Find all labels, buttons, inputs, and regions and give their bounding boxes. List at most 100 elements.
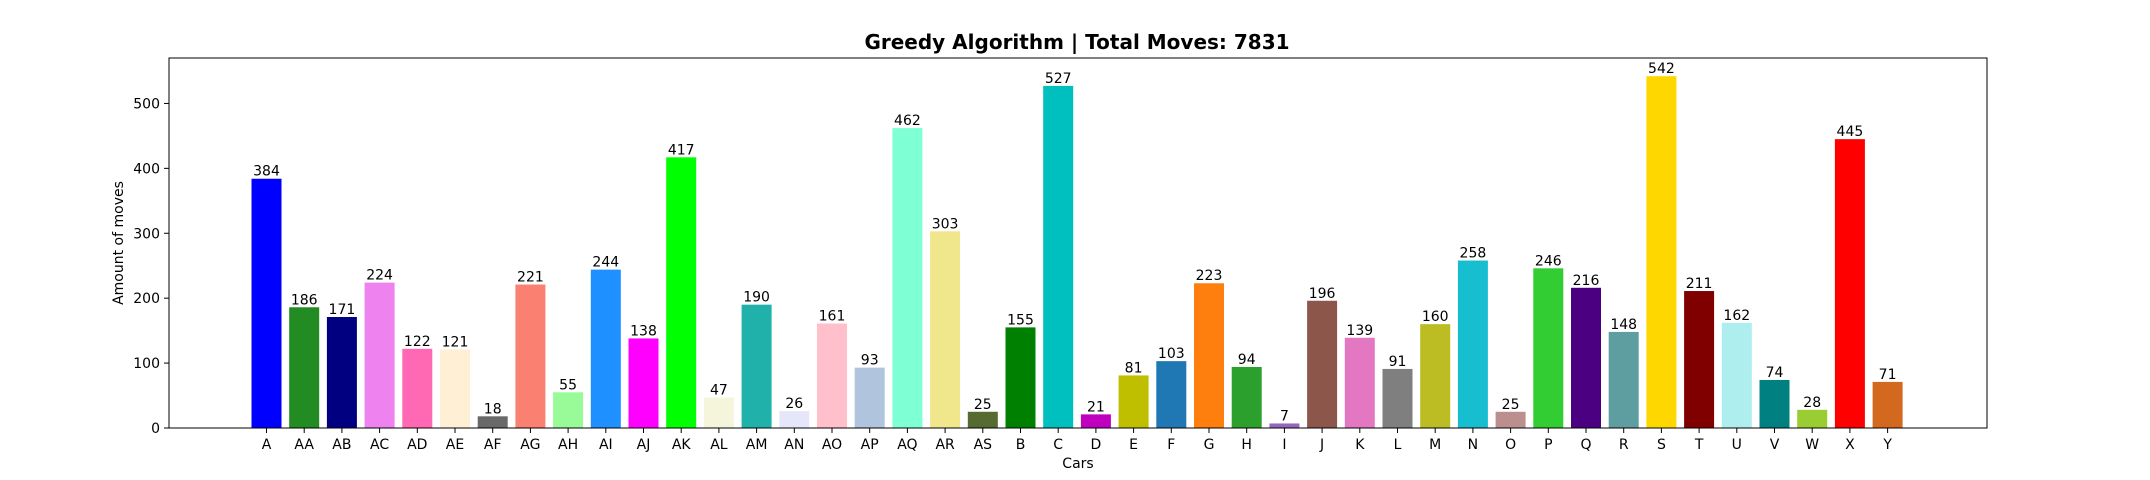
x-tick-label: AR <box>935 437 955 453</box>
x-tick-label: AN <box>784 437 804 453</box>
bar-v <box>1759 379 1790 428</box>
bar-w <box>1797 409 1828 428</box>
x-tick-label: T <box>1694 437 1704 453</box>
x-tick-label: V <box>1770 437 1780 453</box>
bar-value-label: 417 <box>668 142 695 158</box>
x-tick-label: AE <box>446 437 464 453</box>
bar-n <box>1457 260 1488 428</box>
bar-l <box>1382 368 1413 428</box>
x-tick-label: I <box>1282 437 1286 453</box>
x-tick-label: P <box>1544 437 1552 453</box>
bar-value-label: 28 <box>1803 395 1821 411</box>
bar-ad <box>402 348 433 428</box>
bar-m <box>1420 324 1451 428</box>
y-tick-label: 100 <box>133 356 160 372</box>
x-tick-label: AP <box>861 437 879 453</box>
bar-b <box>1005 327 1036 428</box>
bar-c <box>1043 85 1074 428</box>
bar-value-label: 216 <box>1573 273 1600 289</box>
bar-value-label: 223 <box>1196 268 1223 284</box>
bar-value-label: 303 <box>932 216 959 232</box>
bar-value-label: 91 <box>1389 354 1407 370</box>
bar-value-label: 186 <box>291 292 318 308</box>
bar-value-label: 74 <box>1766 365 1784 381</box>
bar-g <box>1194 283 1224 428</box>
bar-value-label: 258 <box>1460 246 1487 262</box>
x-tick-label: W <box>1805 437 1819 453</box>
bar-value-label: 121 <box>442 334 469 350</box>
bar-r <box>1608 331 1639 428</box>
bar-value-label: 162 <box>1723 308 1750 324</box>
x-tick-label: J <box>1319 437 1324 453</box>
bar-value-label: 244 <box>592 255 619 271</box>
x-tick-label: E <box>1129 437 1138 453</box>
bar-value-label: 246 <box>1535 253 1562 269</box>
bar-value-label: 196 <box>1309 286 1336 302</box>
bar-value-label: 139 <box>1346 323 1373 339</box>
bar-value-label: 190 <box>743 290 770 306</box>
x-tick-label: K <box>1355 437 1365 453</box>
bar-value-label: 21 <box>1087 399 1105 415</box>
bar-value-label: 148 <box>1610 317 1637 333</box>
bar-value-label: 25 <box>1502 397 1520 413</box>
bar-value-label: 542 <box>1648 61 1675 77</box>
x-tick-label: AD <box>407 437 427 453</box>
bar-value-label: 7 <box>1280 408 1289 424</box>
x-tick-label: Y <box>1882 437 1892 453</box>
bar-aa <box>289 307 320 428</box>
bar-value-label: 138 <box>630 323 657 339</box>
bar-ac <box>364 282 395 428</box>
bar-j <box>1307 300 1338 428</box>
bar-q <box>1571 287 1601 428</box>
bar-d <box>1080 414 1111 428</box>
bar-value-label: 462 <box>894 113 921 129</box>
x-axis: A AA AB AC AD AE AF AG AH AI AJ AK AL AM AN AO AP AQ AR AS B… <box>262 428 1892 453</box>
y-tick-label: 500 <box>133 96 160 112</box>
x-tick-label: B <box>1016 437 1026 453</box>
bar-i <box>1269 423 1300 428</box>
x-tick-label: AI <box>599 437 613 453</box>
bar-value-label: 94 <box>1238 352 1256 368</box>
y-tick-label: 200 <box>133 291 160 307</box>
bar-value-label: 527 <box>1045 71 1072 87</box>
bar-value-label: 18 <box>484 401 502 417</box>
x-tick-label: AS <box>974 437 993 453</box>
x-tick-label: AC <box>370 437 389 453</box>
x-tick-label: O <box>1505 437 1516 453</box>
bar-value-label: 224 <box>366 268 393 284</box>
bar-aq <box>892 128 923 428</box>
bar-ag <box>515 284 546 428</box>
x-tick-label: AQ <box>897 437 917 453</box>
bar-am <box>741 304 772 428</box>
x-tick-label: AL <box>710 437 728 453</box>
chart-title: Greedy Algorithm | Total Moves: 7831 <box>864 30 1289 54</box>
bar-af <box>477 416 508 428</box>
x-tick-label: X <box>1845 437 1855 453</box>
y-axis-label: Amount of moves <box>111 181 127 305</box>
bar-value-label: 25 <box>974 397 992 413</box>
bar-aj <box>628 338 659 428</box>
bar-value-label: 171 <box>329 302 356 318</box>
bar-a <box>251 178 282 428</box>
bar-value-label: 211 <box>1686 276 1713 292</box>
bar-s <box>1646 76 1677 428</box>
bar-o <box>1495 411 1526 428</box>
bar-ai <box>590 269 621 428</box>
x-axis-label: Cars <box>1062 456 1093 472</box>
x-tick-label: N <box>1468 437 1478 453</box>
x-tick-label: AF <box>484 437 502 453</box>
x-tick-label: F <box>1167 437 1175 453</box>
bar-value-label: 160 <box>1422 309 1449 325</box>
bar-f <box>1156 361 1187 428</box>
y-tick-label: 400 <box>133 161 160 177</box>
y-tick-label: 0 <box>151 421 160 437</box>
bar-p <box>1533 268 1564 428</box>
bar-value-label: 47 <box>710 382 728 398</box>
bar-y <box>1872 381 1903 428</box>
x-tick-label: S <box>1657 437 1666 453</box>
bar-ap <box>854 367 885 428</box>
x-tick-label: A <box>262 437 272 453</box>
bar-an <box>779 411 810 428</box>
bar-value-label: 93 <box>861 353 879 369</box>
